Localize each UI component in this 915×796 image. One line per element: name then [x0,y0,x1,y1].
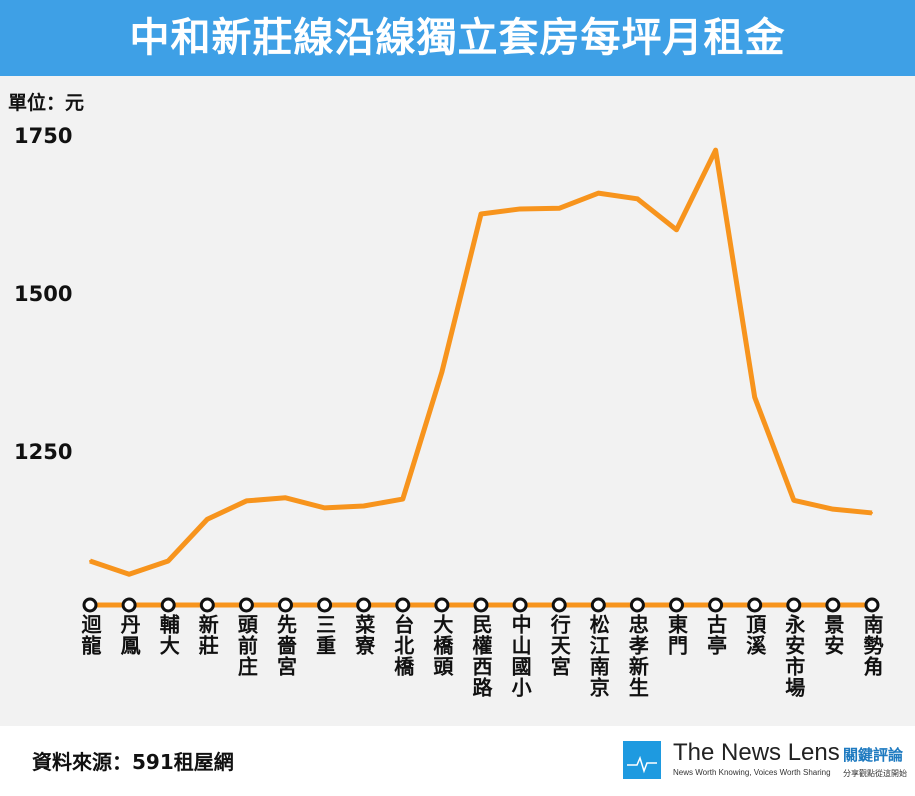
chart-title: 中和新莊線沿線獨立套房每坪月租金 [0,0,915,76]
station-label: 頭前庄 [234,614,259,677]
station-marker [238,597,254,613]
station-marker [278,597,293,613]
station-marker [199,597,215,613]
y-tick-label: 1750 [14,124,72,148]
data-point [167,559,170,562]
station-marker [708,597,724,613]
logo-name: The News Lens [673,739,840,766]
station-label: 中山國小 [508,614,533,698]
station-label: 新莊 [195,614,220,656]
logo-tagline: News Worth Knowing, Voices Worth Sharing [673,768,831,777]
station-label: 東門 [664,614,689,656]
data-point [480,213,482,215]
data-point [245,499,248,502]
station-label: 民權西路 [469,614,493,698]
station-label: 迴龍 [78,614,102,656]
data-point [362,504,365,507]
data-point [519,207,522,210]
station-label: 景安 [820,614,845,656]
station-marker [473,597,489,613]
data-point [753,396,756,399]
data-point [284,496,287,499]
line-chart: 1250 1500 1750 [14,124,880,613]
station-label: 丹鳳 [117,614,142,656]
station-marker [786,597,802,613]
station-marker [121,597,137,613]
data-point [89,559,91,562]
data-point [871,511,873,514]
data-point [714,149,717,152]
station-label: 輔大 [156,614,181,656]
station-label: 大橋頭 [429,614,454,677]
station-marker [825,597,841,613]
data-point [401,498,404,501]
logo-pulse-icon [623,741,661,779]
station-label: 菜寮 [351,614,376,656]
data-point [831,508,834,511]
station-marker [160,597,176,613]
data-point [558,207,561,210]
data-point [206,518,209,521]
station-label: 頂溪 [742,614,767,656]
station-label: 松江南京 [586,614,611,698]
data-point [675,228,678,231]
station-marker [629,597,645,613]
data-point [792,499,795,502]
station-marker [512,597,528,613]
station-label: 南勢角 [860,614,884,677]
logo-chinese-name: 關鍵評論 [843,746,904,764]
station-label: 三重 [312,614,337,656]
data-point [323,506,326,509]
data-source: 資料來源：591租屋網 [32,750,234,774]
station-label: 永安市場 [781,614,806,698]
station-label: 台北橋 [390,614,415,677]
data-point [597,192,600,195]
station-marker [669,597,684,613]
station-marker [395,597,411,613]
y-axis-unit-label: 單位：元 [8,92,85,114]
station-label: 行天宮 [547,614,572,677]
y-tick-label: 1500 [14,282,72,306]
station-marker [551,597,567,613]
station-marker [82,597,98,613]
station-marker [747,597,763,613]
station-marker [356,597,372,613]
footer: 資料來源：591租屋網 The News Lens News Worth Kno… [0,726,915,796]
station-marker [434,597,450,613]
logo-chinese-tagline: 分享觀點從這開始 [843,769,907,778]
station-marker [317,597,333,613]
station-label: 忠孝新生 [625,614,650,698]
station-label: 先嗇宮 [273,614,298,677]
station-marker [864,597,880,613]
data-point [128,573,131,576]
station-marker [590,597,606,613]
data-point [440,371,443,373]
station-label: 古亭 [703,614,728,656]
the-news-lens-logo: The News Lens News Worth Knowing, Voices… [623,739,913,786]
data-point [636,197,639,200]
y-tick-label: 1250 [14,440,72,464]
